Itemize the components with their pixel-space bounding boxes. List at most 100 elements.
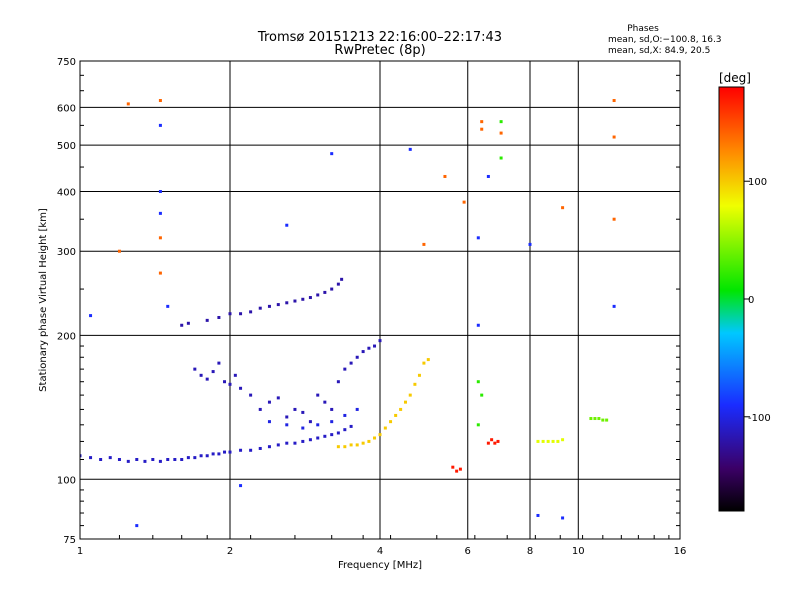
data-point [486,441,490,445]
data-point [301,297,305,301]
data-point [126,459,130,463]
data-point [258,446,262,450]
data-point [193,456,197,460]
data-point [399,407,403,411]
data-point [480,120,484,124]
data-point [541,439,545,443]
data-point [151,457,155,461]
x-tick-label: 1 [77,546,83,557]
data-point [158,211,162,215]
data-point [451,465,455,469]
data-point [546,439,550,443]
data-point [228,312,232,316]
data-point [223,380,227,384]
data-point [330,407,334,411]
data-point [561,438,565,442]
data-point [323,434,327,438]
data-point [455,469,459,473]
data-point [373,344,377,348]
data-point [158,99,162,103]
data-point [301,410,305,414]
data-point [193,367,197,371]
data-point [373,436,377,440]
data-point [217,361,221,365]
data-point [249,393,253,397]
data-point [336,282,340,286]
y-axis-label: Stationary phase Virtual Height [km] [38,208,49,392]
data-point [612,135,616,139]
data-point [499,131,503,135]
phase-stats-title: Phases [627,24,659,34]
data-point [336,380,340,384]
data-point [158,236,162,240]
data-point [135,457,139,461]
data-point [330,420,334,424]
data-point [490,438,494,442]
data-point [316,423,320,427]
y-axis-ticks: 75 100 200 300 400 500 600 750 [57,57,680,546]
data-point [323,400,327,404]
data-point [476,323,480,327]
y-tick-label: 300 [57,247,76,258]
data-point [408,147,412,151]
data-point [117,457,121,461]
colorbar-ticks: -100 0 100 [744,177,771,424]
data-point [462,200,466,204]
data-point [285,441,289,445]
data-point [536,439,540,443]
data-point [408,393,412,397]
data-point [378,339,382,343]
x-tick-label: 16 [674,546,687,557]
data-point [355,355,359,359]
y-tick-label: 500 [57,141,76,152]
data-point [422,242,426,246]
data-point [349,361,353,365]
data-point [336,445,340,449]
y-tick-label: 600 [57,103,76,114]
phase-stats-x-mode: mean, sd,X: 84.9, 20.5 [608,46,710,56]
x-tick-label: 4 [377,546,383,557]
data-point [276,443,280,447]
data-point [422,361,426,365]
data-point [367,346,371,350]
data-point [180,457,184,461]
data-point [499,156,503,160]
plot-grid [80,61,680,539]
data-point [249,448,253,452]
data-point [166,457,170,461]
data-point [117,249,121,253]
data-point [330,433,334,437]
data-point [173,457,177,461]
chart-title: Tromsø 20151213 22:16:00–22:17:43 [257,30,502,45]
data-point [158,271,162,275]
x-tick-label: 8 [527,546,533,557]
data-point [316,293,320,297]
data-point [249,310,253,314]
data-point [308,420,312,424]
data-point [180,323,184,327]
data-point [217,315,221,319]
data-point [211,370,215,374]
data-point [228,382,232,386]
data-point [258,306,262,310]
data-point [389,420,393,424]
data-point [349,424,353,428]
data-point [239,484,243,488]
x-axis-label: Frequency [MHz] [338,560,422,571]
data-point [143,459,147,463]
data-point [476,236,480,240]
data-point [367,439,371,443]
chart-subtitle: RwPretec (8p) [334,43,425,58]
phase-stats-o-mode: mean, sd,O:−100.8, 16.3 [608,35,722,45]
data-point [205,454,209,458]
data-point [343,428,347,432]
data-point [285,415,289,419]
data-point [233,373,237,377]
data-point [158,123,162,127]
data-point [80,454,82,458]
data-point [166,304,170,308]
data-point [493,441,497,445]
data-point [561,206,565,210]
y-tick-label: 400 [57,187,76,198]
